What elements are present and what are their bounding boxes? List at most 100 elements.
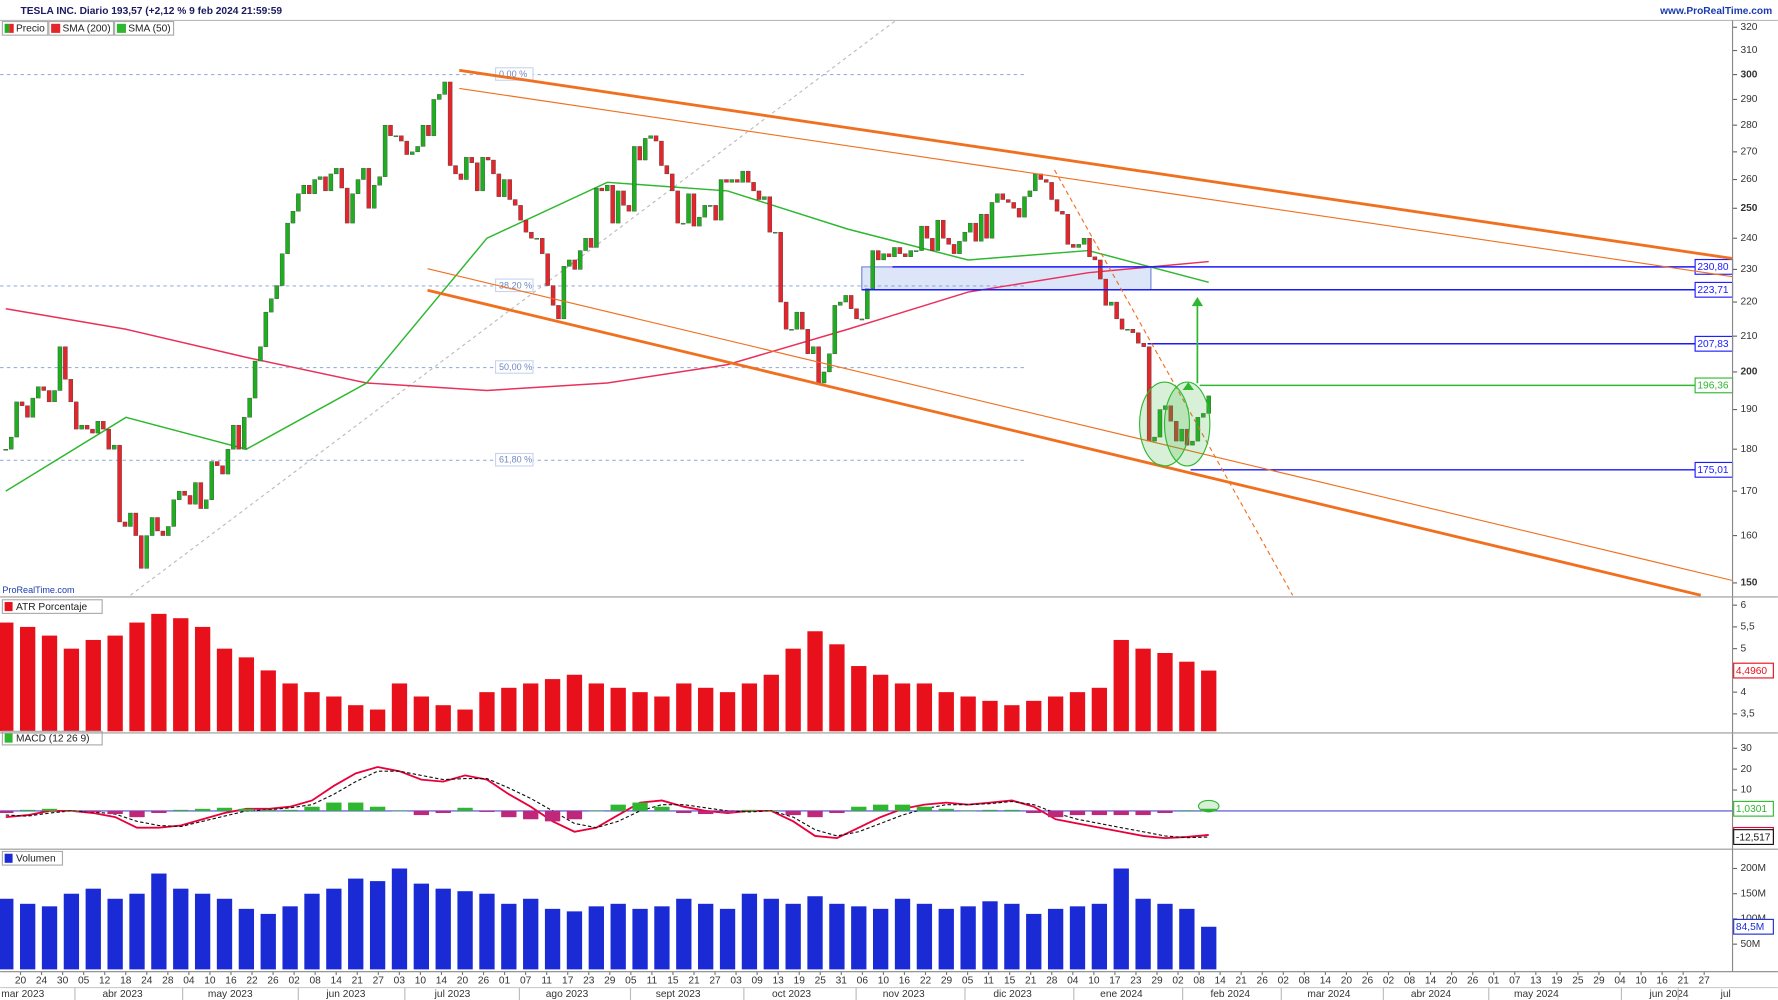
candle <box>713 205 718 221</box>
month-label: oct 2023 <box>772 989 811 1000</box>
x-tick-label: 25 <box>1572 975 1584 986</box>
bar <box>173 618 189 732</box>
x-tick-label: 26 <box>267 975 279 986</box>
x-tick-label: 14 <box>1320 975 1332 986</box>
histogram-bar <box>151 810 167 813</box>
bar <box>785 903 801 970</box>
candle <box>8 436 14 450</box>
bar <box>1201 926 1217 970</box>
candle <box>968 222 973 233</box>
candle <box>464 157 469 180</box>
candle <box>404 140 409 155</box>
candle <box>290 211 296 224</box>
value-box <box>1733 800 1774 817</box>
candle <box>529 231 534 239</box>
histogram-bar <box>435 810 451 813</box>
month-label: mar 2024 <box>1307 989 1350 1000</box>
candle <box>707 205 713 207</box>
candle <box>57 346 63 391</box>
bar <box>807 631 823 732</box>
histogram-bar <box>304 806 320 811</box>
x-tick-label: 14 <box>331 975 343 986</box>
month-label: sept 2023 <box>656 989 701 1000</box>
x-tick-label: 14 <box>1425 975 1437 986</box>
candle <box>1157 409 1163 438</box>
bar <box>369 709 386 732</box>
candle <box>1016 208 1022 218</box>
x-tick-label: 26 <box>1467 975 1479 986</box>
histogram-bar <box>173 809 189 811</box>
histogram-bar <box>457 807 473 811</box>
candle <box>821 371 827 384</box>
candle <box>453 165 458 175</box>
x-tick-label: 21 <box>1025 975 1037 986</box>
x-tick-label: 28 <box>162 975 174 986</box>
histogram-bar <box>369 806 386 811</box>
histogram-bar <box>523 810 539 820</box>
histogram-bar <box>282 809 298 811</box>
bar <box>1026 700 1042 732</box>
candle <box>1054 199 1060 212</box>
candle <box>881 253 886 261</box>
x-tick-label: 13 <box>1530 975 1542 986</box>
candle <box>1043 179 1049 183</box>
bar <box>348 705 364 732</box>
bar <box>698 903 714 970</box>
candle <box>187 495 193 505</box>
x-tick-label: 27 <box>709 975 721 986</box>
plot-area: 1501601701801902002102202302402502602702… <box>0 22 1774 1000</box>
candle <box>1108 301 1114 306</box>
histogram-bar <box>676 810 692 813</box>
bar <box>501 687 517 732</box>
y-tick-label: 200M <box>1740 863 1765 874</box>
bar <box>194 893 211 970</box>
x-tick-label: 09 <box>751 975 763 986</box>
bar <box>1069 692 1086 732</box>
bar <box>238 657 255 732</box>
candle <box>388 125 393 136</box>
x-tick-label: 10 <box>1635 975 1647 986</box>
x-tick-label: 02 <box>288 975 300 986</box>
x-tick-label: 22 <box>920 975 932 986</box>
candle <box>469 157 474 163</box>
bar <box>1135 648 1151 732</box>
x-tick-label: 30 <box>57 975 69 986</box>
bar <box>457 891 473 970</box>
candle <box>236 424 241 450</box>
bar <box>741 683 758 732</box>
y-tick-label: 150 <box>1740 578 1757 589</box>
candle <box>1141 343 1146 347</box>
month-label: ene 2024 <box>1100 989 1143 1000</box>
candle <box>231 424 236 450</box>
candle <box>317 176 323 180</box>
x-tick-label: 07 <box>1509 975 1521 986</box>
candle <box>534 238 540 240</box>
histogram-bar <box>1004 809 1020 811</box>
bar <box>785 648 801 732</box>
value-label: -12,517 <box>1736 832 1771 843</box>
x-tick-label: 02 <box>1383 975 1395 986</box>
bar <box>632 908 648 970</box>
bar <box>610 687 626 732</box>
bar <box>107 898 123 970</box>
histogram-bar <box>129 810 145 818</box>
candle <box>361 168 366 180</box>
site-link[interactable]: www.ProRealTime.com <box>1659 6 1772 17</box>
x-tick-label: 10 <box>878 975 890 986</box>
candle <box>843 295 848 303</box>
candle <box>686 193 691 224</box>
bar <box>916 903 933 970</box>
value-label: 1,0301 <box>1736 804 1767 815</box>
x-tick-label: 01 <box>1488 975 1500 986</box>
candle <box>691 193 697 227</box>
bar <box>1091 687 1108 732</box>
candle <box>334 168 339 175</box>
histogram-bar <box>1157 810 1173 813</box>
candle <box>892 247 897 257</box>
y-tick-label: 200 <box>1740 367 1757 378</box>
x-tick-label: 10 <box>1088 975 1100 986</box>
candle <box>870 250 875 289</box>
candle <box>1130 329 1136 333</box>
candle <box>214 461 220 466</box>
histogram-bar <box>938 808 954 811</box>
